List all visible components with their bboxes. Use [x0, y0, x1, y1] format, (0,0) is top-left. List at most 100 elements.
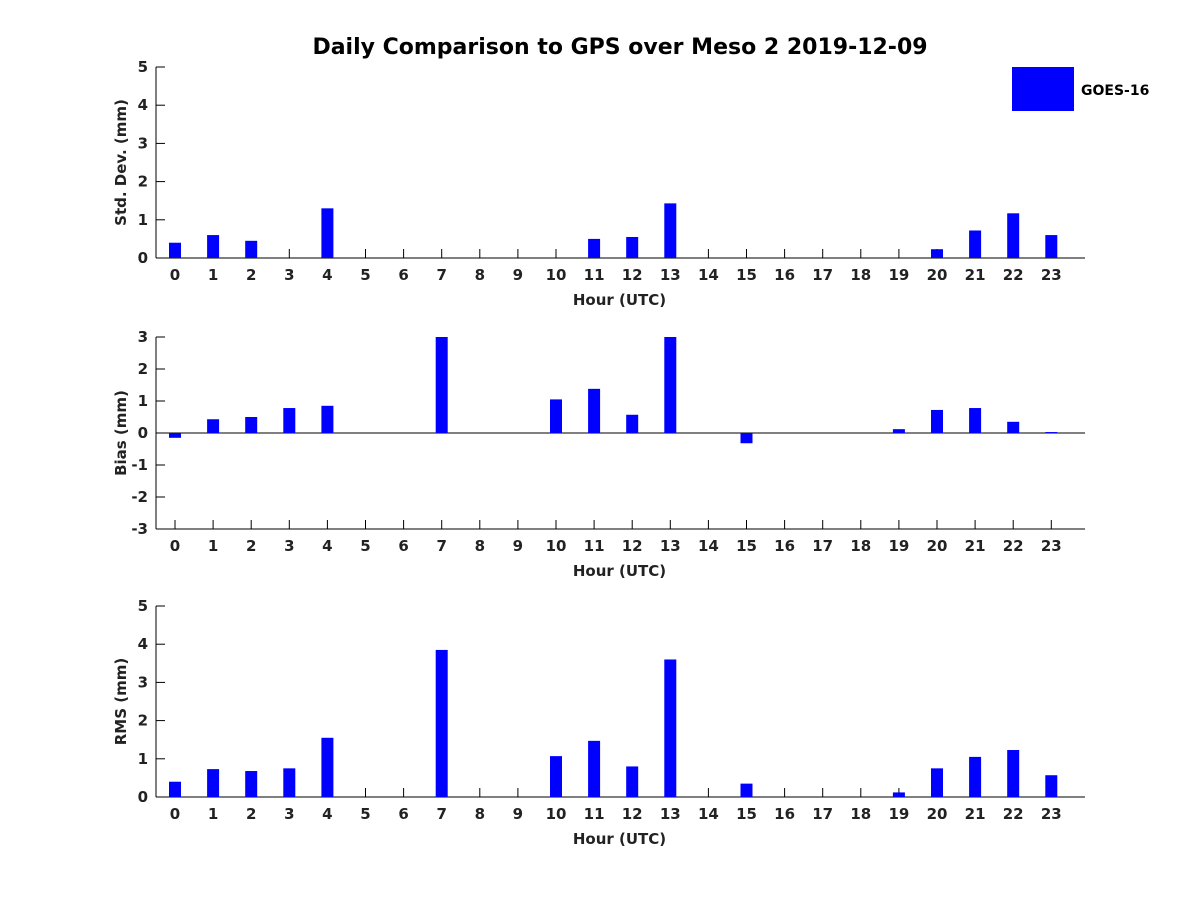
bar-hour-21 [969, 230, 982, 258]
y-tick-label: 3 [138, 328, 148, 346]
x-tick-label: 16 [774, 266, 795, 284]
x-tick-label: 21 [965, 805, 986, 823]
bar-hour-23 [1045, 775, 1058, 797]
bar-hour-21 [969, 408, 982, 433]
bar-hour-11 [588, 238, 601, 258]
bar-hour-12 [626, 766, 639, 797]
chart-title: Daily Comparison to GPS over Meso 2 2019… [312, 35, 927, 60]
bar-hour-1 [207, 419, 220, 433]
bar-hour-1 [207, 769, 220, 797]
x-tick-label: 9 [513, 266, 523, 284]
x-tick-label: 23 [1041, 266, 1062, 284]
x-tick-label: 8 [475, 266, 485, 284]
bar-hour-4 [321, 405, 334, 433]
x-tick-label: 10 [546, 266, 567, 284]
bar-hour-3 [283, 768, 296, 797]
x-tick-label: 17 [812, 805, 833, 823]
bar-hour-2 [245, 771, 258, 797]
x-tick-label: 9 [513, 805, 523, 823]
y-tick-label: 1 [138, 392, 148, 410]
x-tick-label: 7 [436, 537, 446, 555]
x-tick-label: 16 [774, 805, 795, 823]
bar-hour-19 [892, 792, 905, 797]
y-tick-label: 2 [138, 173, 148, 191]
y-tick-label: 5 [138, 58, 148, 76]
bar-hour-20 [931, 409, 943, 433]
x-axis-label: Hour (UTC) [573, 562, 666, 580]
x-tick-label: 1 [208, 537, 218, 555]
x-tick-label: 10 [546, 805, 567, 823]
x-tick-label: 7 [436, 805, 446, 823]
y-tick-label: -3 [131, 520, 148, 538]
x-tick-label: 3 [284, 537, 294, 555]
x-tick-label: 4 [322, 805, 332, 823]
x-tick-label: 21 [965, 537, 986, 555]
x-tick-label: 4 [322, 266, 332, 284]
x-tick-label: 3 [284, 266, 294, 284]
bar-hour-10 [550, 756, 562, 797]
x-tick-label: 15 [736, 266, 757, 284]
y-tick-label: 0 [138, 249, 148, 267]
legend: GOES-16 [1012, 67, 1149, 111]
bar-hour-22 [1007, 421, 1020, 433]
y-tick-label: 3 [138, 673, 148, 691]
bar-hour-21 [969, 756, 982, 797]
bar-hour-19 [892, 429, 905, 433]
bar-hour-1 [207, 235, 220, 258]
y-tick-label: 0 [138, 788, 148, 806]
y-tick-label: 1 [138, 750, 148, 768]
x-tick-label: 13 [660, 266, 681, 284]
x-tick-label: 14 [698, 805, 719, 823]
x-tick-label: 12 [622, 537, 643, 555]
x-tick-label: 1 [208, 266, 218, 284]
x-tick-label: 22 [1003, 266, 1024, 284]
x-tick-label: 5 [360, 805, 370, 823]
x-tick-label: 0 [170, 805, 180, 823]
x-tick-label: 17 [812, 266, 833, 284]
x-tick-label: 11 [584, 805, 605, 823]
x-tick-label: 11 [584, 266, 605, 284]
x-tick-label: 5 [360, 266, 370, 284]
y-tick-label: 4 [138, 635, 148, 653]
y-axis-label: Bias (mm) [112, 390, 130, 476]
x-tick-label: 7 [436, 266, 446, 284]
bar-hour-23 [1045, 235, 1058, 258]
x-tick-label: 20 [927, 266, 948, 284]
x-tick-label: 9 [513, 537, 523, 555]
x-tick-label: 16 [774, 537, 795, 555]
bar-hour-3 [283, 408, 296, 433]
x-tick-label: 14 [698, 537, 719, 555]
x-tick-label: 11 [584, 537, 605, 555]
x-axis-label: Hour (UTC) [573, 830, 666, 848]
bar-hour-0 [169, 242, 181, 258]
bar-hour-0 [169, 781, 181, 797]
bar-hour-7 [435, 649, 448, 797]
bar-hour-0 [169, 433, 181, 438]
bar-hour-4 [321, 737, 334, 797]
x-tick-label: 0 [170, 537, 180, 555]
legend-label: GOES-16 [1081, 83, 1149, 99]
bar-hour-15 [740, 783, 753, 797]
y-axis-label: RMS (mm) [112, 658, 130, 745]
x-tick-label: 14 [698, 266, 719, 284]
x-tick-label: 15 [736, 537, 757, 555]
bar-hour-22 [1007, 750, 1020, 797]
x-tick-label: 2 [246, 266, 256, 284]
bar-hour-12 [626, 236, 639, 258]
x-tick-label: 2 [246, 805, 256, 823]
x-tick-label: 17 [812, 537, 833, 555]
y-tick-label: 1 [138, 211, 148, 229]
bar-hour-13 [664, 337, 677, 433]
x-tick-label: 13 [660, 805, 681, 823]
x-tick-label: 0 [170, 266, 180, 284]
x-tick-label: 19 [888, 266, 909, 284]
x-axis-label: Hour (UTC) [573, 291, 666, 309]
y-tick-label: 2 [138, 360, 148, 378]
bar-hour-10 [550, 399, 562, 433]
x-tick-label: 5 [360, 537, 370, 555]
legend-swatch [1012, 67, 1074, 111]
